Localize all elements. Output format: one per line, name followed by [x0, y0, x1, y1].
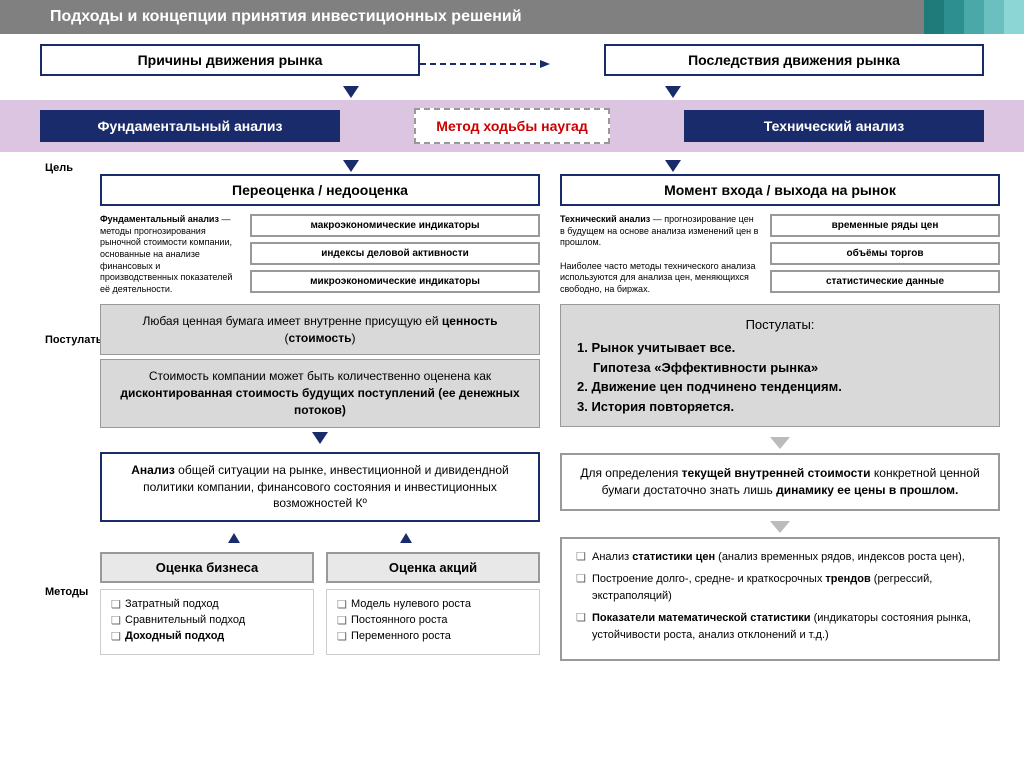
list-item: Доходный подход — [111, 630, 303, 642]
right-desc: Технический анализ — прогнозирование цен… — [560, 214, 760, 296]
left-column: Переоценка / недооценка Фундаментальный … — [100, 174, 540, 661]
goal-label: Цель — [45, 162, 73, 174]
arrow-gray-icon — [770, 521, 790, 533]
arrow-gray-icon — [770, 437, 790, 449]
arrow-icon — [343, 160, 359, 172]
method-head: Оценка акций — [326, 552, 540, 583]
right-goal: Момент входа / выхода на рынок — [560, 174, 1000, 206]
list-item: Анализ статистики цен (анализ временных … — [576, 549, 984, 566]
random-walk-box: Метод ходьбы наугад — [414, 108, 609, 144]
indicator-box: статистические данные — [770, 270, 1000, 293]
indicator-box: временные ряды цен — [770, 214, 1000, 237]
arrow-icon — [665, 160, 681, 172]
right-indicators: временные ряды цен объёмы торгов статист… — [770, 214, 1000, 296]
methods-label: Методы — [45, 586, 88, 598]
arrow-up-icon — [228, 533, 240, 543]
list-item: Переменного роста — [337, 630, 529, 642]
postulate-2: Стоимость компании может быть количестве… — [100, 359, 540, 427]
left-desc: Фундаментальный анализ — методы прогнози… — [100, 214, 240, 296]
right-column: Момент входа / выхода на рынок Техническ… — [560, 174, 1000, 661]
technical-box: Технический анализ — [684, 110, 984, 142]
arrow-icon — [312, 432, 328, 444]
right-methods: Анализ статистики цен (анализ временных … — [560, 537, 1000, 662]
mid-statement: Для определения текущей внутренней стоим… — [560, 453, 1000, 511]
list-item: Затратный подход — [111, 598, 303, 610]
postulates-label: Постулаты — [45, 334, 105, 346]
fundamental-box: Фундаментальный анализ — [40, 110, 340, 142]
causes-box: Причины движения рынка — [40, 44, 420, 76]
analysis-box: Анализ общей ситуации на рынке, инвестиц… — [100, 452, 540, 522]
method-head: Оценка бизнеса — [100, 552, 314, 583]
indicator-box: макроэкономические индикаторы — [250, 214, 540, 237]
accent-stripes — [924, 0, 1024, 34]
right-postulates: Постулаты: 1. Рынок учитывает все. Гипот… — [560, 304, 1000, 428]
content: Причины движения рынка Последствия движе… — [0, 34, 1024, 671]
title-bar: Подходы и концепции принятия инвестицион… — [0, 0, 1024, 34]
left-goal: Переоценка / недооценка — [100, 174, 540, 206]
top-row: Причины движения рынка Последствия движе… — [40, 44, 984, 76]
arrow-icon — [665, 86, 681, 98]
arrow-icon — [343, 86, 359, 98]
page-title: Подходы и концепции принятия инвестицион… — [50, 8, 522, 25]
indicator-box: индексы деловой активности — [250, 242, 540, 265]
left-indicators: макроэкономические индикаторы индексы де… — [250, 214, 540, 296]
indicator-box: объёмы торгов — [770, 242, 1000, 265]
effects-box: Последствия движения рынка — [604, 44, 984, 76]
list-item: Постоянного роста — [337, 614, 529, 626]
list-item: Построение долго-, средне- и краткосрочн… — [576, 571, 984, 604]
postulate-1: Любая ценная бумага имеет внутренне прис… — [100, 304, 540, 356]
list-item: Показатели математической статистики (ин… — [576, 610, 984, 643]
indicator-box: микроэкономические индикаторы — [250, 270, 540, 293]
list-item: Сравнительный подход — [111, 614, 303, 626]
business-valuation: Оценка бизнеса Затратный подход Сравните… — [100, 552, 314, 655]
purple-band: Фундаментальный анализ Метод ходьбы науг… — [0, 100, 1024, 152]
list-item: Модель нулевого роста — [337, 598, 529, 610]
arrow-up-icon — [400, 533, 412, 543]
stock-valuation: Оценка акций Модель нулевого роста Посто… — [326, 552, 540, 655]
